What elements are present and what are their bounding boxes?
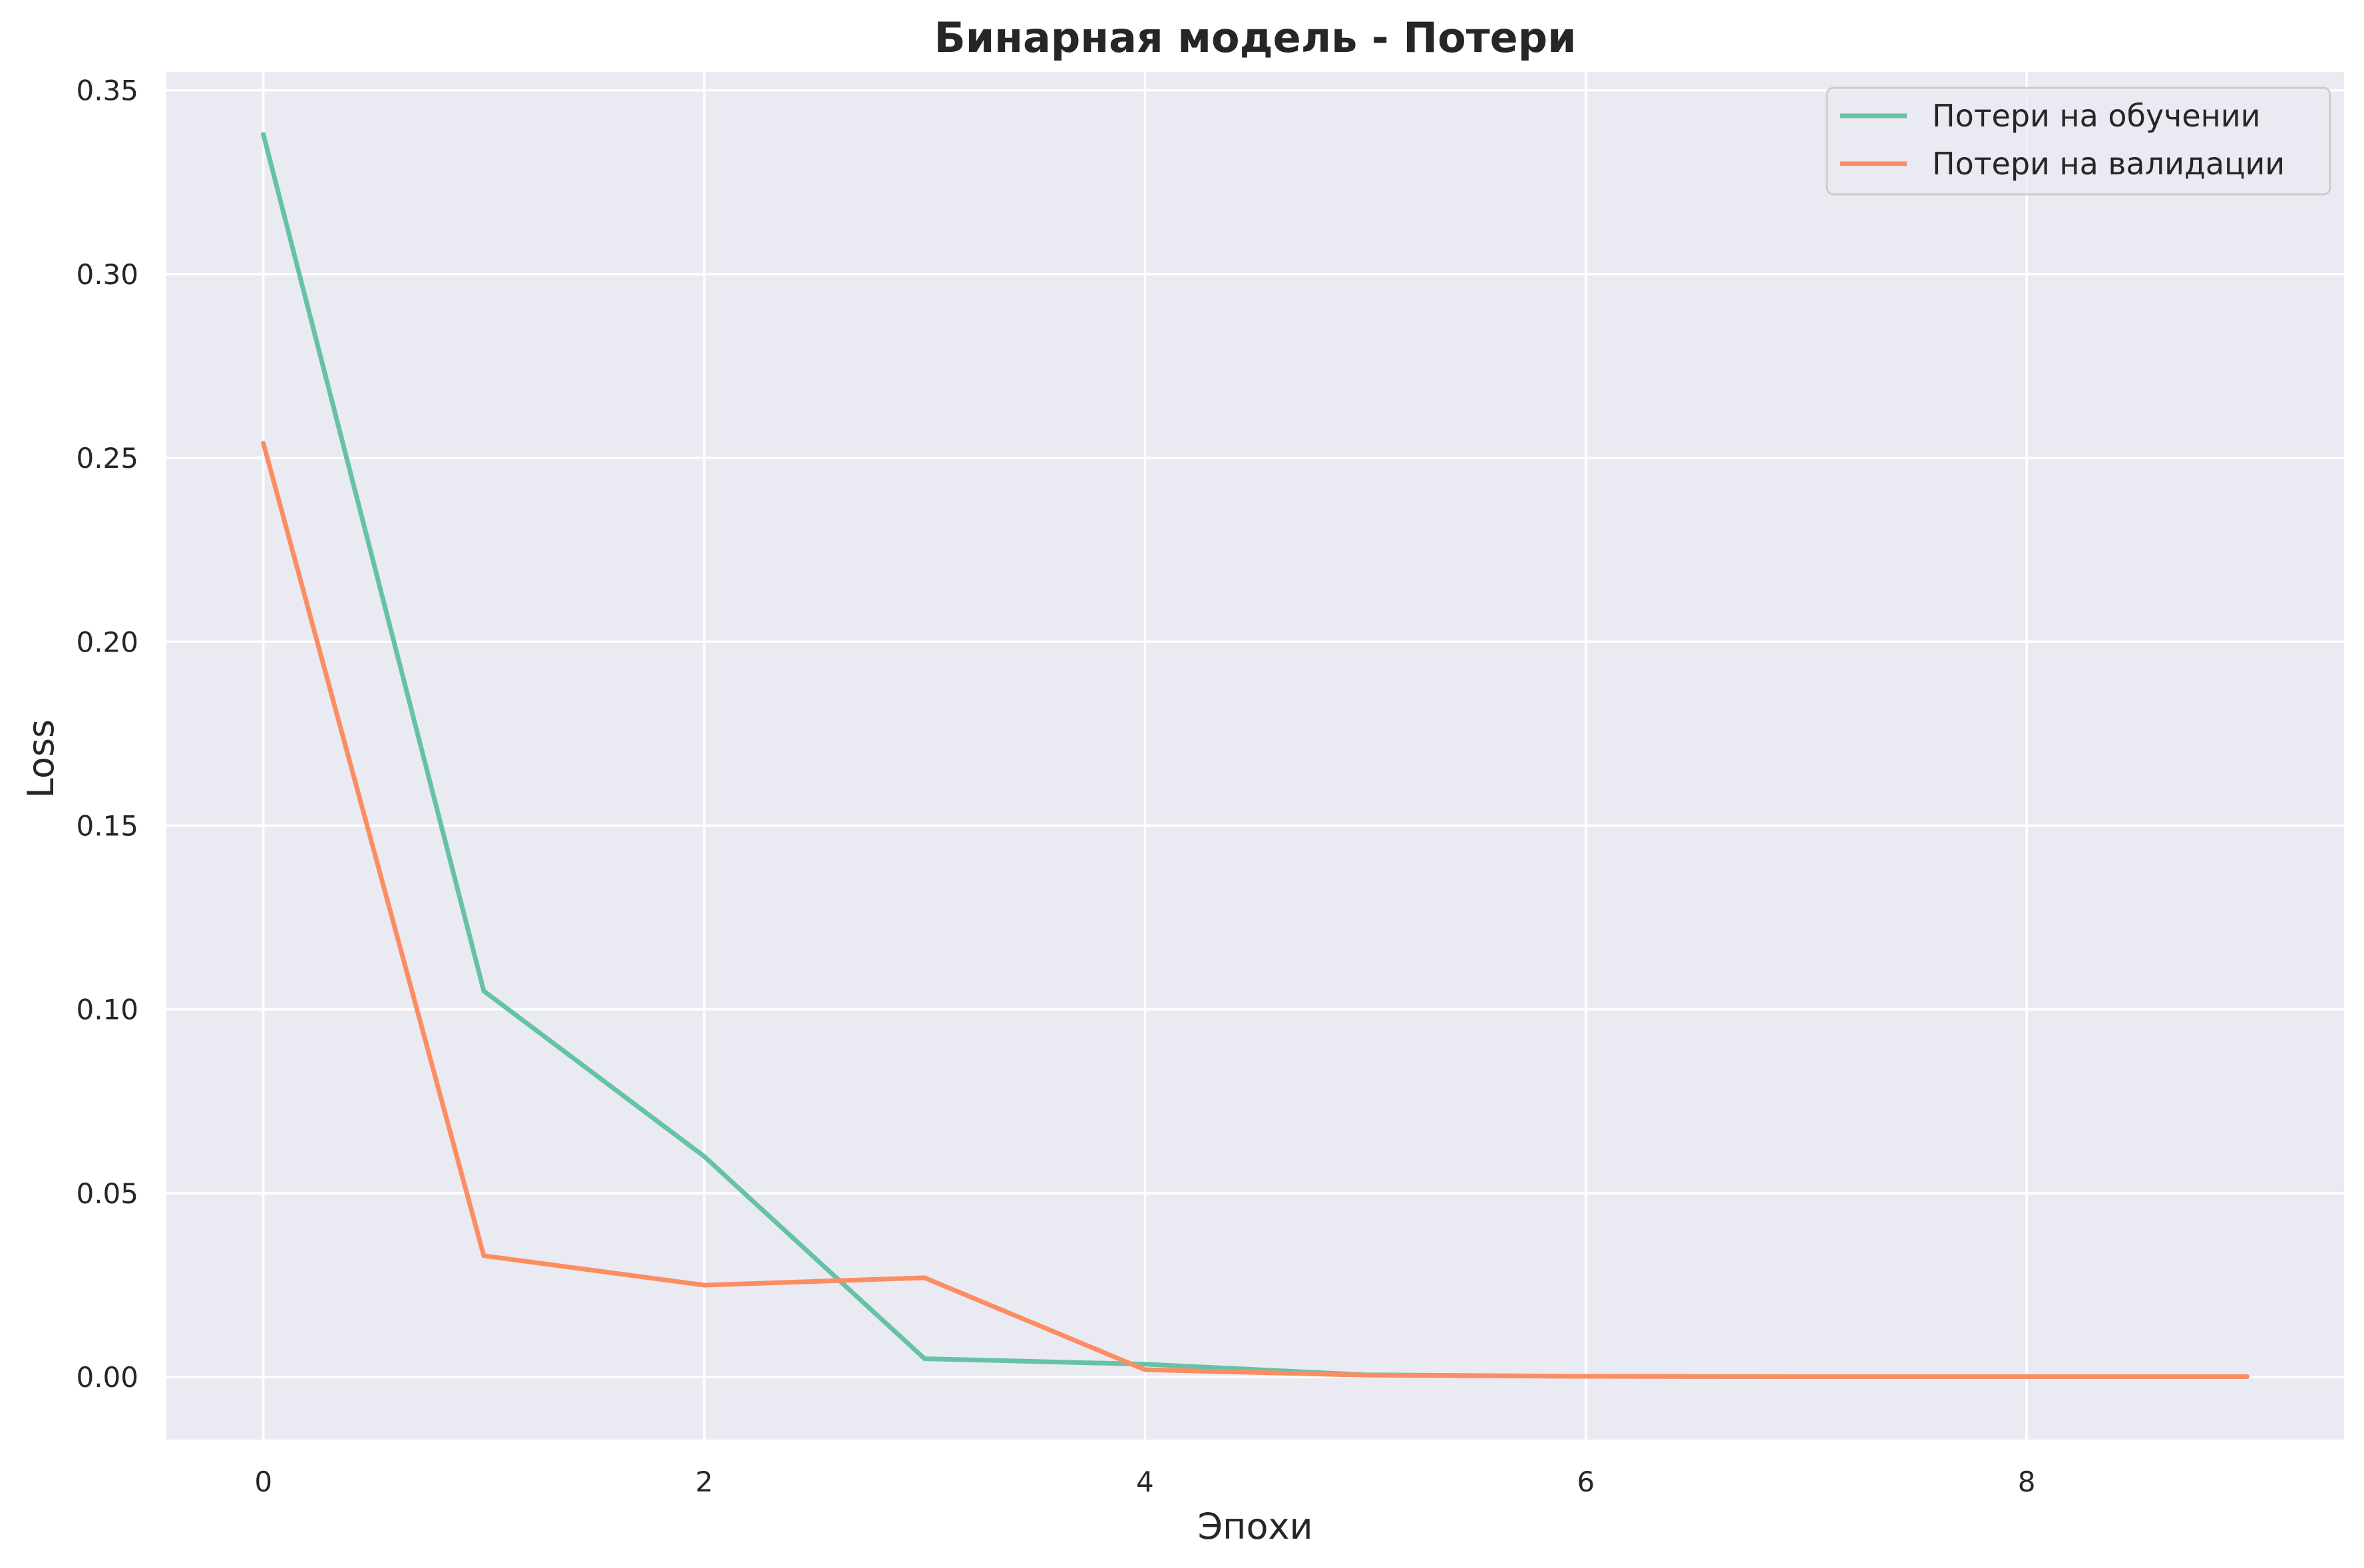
x-tick-label: 2 (695, 1466, 713, 1498)
x-tick-label: 4 (1136, 1466, 1154, 1498)
legend-label-val: Потери на валидации (1932, 146, 2285, 182)
y-tick-label: 0.15 (76, 809, 138, 842)
legend-label-train: Потери на обучении (1932, 98, 2261, 134)
plot-area (166, 72, 2344, 1440)
y-tick-label: 0.10 (76, 994, 138, 1026)
y-tick-label: 0.05 (76, 1177, 138, 1210)
y-tick-label: 0.25 (76, 442, 138, 475)
legend: Потери на обучении Потери на валидации (1826, 87, 2331, 196)
y-axis-label: Loss (20, 719, 62, 798)
x-tick-label: 0 (254, 1466, 272, 1498)
legend-box (1826, 87, 2331, 196)
y-tick-label: 0.35 (76, 75, 138, 107)
y-tick-label: 0.00 (76, 1361, 138, 1394)
x-axis-label: Эпохи (1197, 1505, 1312, 1547)
chart-title: Бинарная модель - Потери (934, 13, 1576, 62)
x-tick-label: 6 (1577, 1466, 1595, 1498)
x-tick-label: 8 (2018, 1466, 2036, 1498)
y-tick-label: 0.30 (76, 258, 138, 291)
tick-labels: 0 2 4 6 8 0.00 0.05 0.10 0.15 0.20 0.25 0.30 0.35 (76, 75, 2035, 1498)
series-lines (261, 132, 2250, 1379)
series-line-validation (261, 441, 2250, 1379)
y-tick-label: 0.20 (76, 626, 138, 658)
